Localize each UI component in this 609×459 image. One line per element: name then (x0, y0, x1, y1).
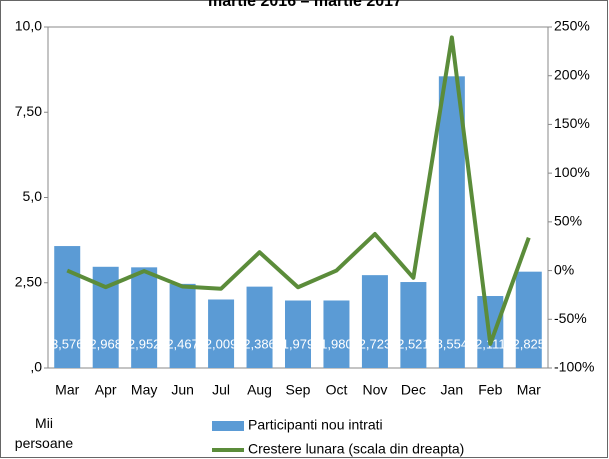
y2-tick-label: 0% (554, 261, 574, 277)
data-label: 2,952 (128, 336, 161, 351)
x-tick-label: Dec (401, 382, 426, 398)
y-tick-label: 2,50 (15, 273, 42, 289)
bar (323, 300, 350, 368)
y-axis-label: Mii persoane (15, 415, 74, 451)
bar (54, 246, 81, 368)
data-label: 3,576 (51, 336, 84, 351)
x-tick-label: Mar (517, 382, 541, 398)
legend-swatch (212, 421, 244, 431)
y2-tick-label: 200% (554, 66, 590, 82)
bar (285, 300, 311, 368)
data-label: 8,554 (436, 336, 469, 351)
x-tick-label: Jan (441, 382, 464, 398)
bar (438, 76, 465, 369)
chart-title: martie 2016 – martie 2017 (208, 0, 402, 10)
x-tick-label: Apr (95, 382, 117, 398)
x-tick-label: Jul (212, 382, 230, 398)
x-tick-label: Jun (171, 382, 194, 398)
x-tick-label: Oct (326, 382, 348, 398)
bar (131, 267, 158, 368)
data-label: 1,979 (282, 336, 315, 351)
bar (246, 286, 273, 368)
data-label: 2,009 (205, 336, 238, 351)
x-tick-label: Nov (362, 382, 387, 398)
data-label: 2,968 (89, 336, 122, 351)
y-tick-label: ,0 (30, 359, 42, 375)
bar (361, 275, 388, 368)
bar (515, 271, 542, 368)
data-label: 1,980 (320, 336, 353, 351)
y2-tick-label: 250% (554, 18, 590, 34)
y2-tick-label: 50% (554, 213, 582, 229)
data-label: 2,825 (512, 336, 545, 351)
data-label: 2,521 (397, 336, 430, 351)
y2-tick-label: 100% (554, 164, 590, 180)
x-tick-label: Sep (286, 382, 311, 398)
legend-label: Crestere lunara (scala din dreapta) (248, 441, 464, 457)
x-tick-label: Feb (478, 382, 502, 398)
y2-tick-label: 150% (554, 115, 590, 131)
bar (400, 282, 427, 368)
y-tick-label: 5,0 (23, 188, 43, 204)
bar (169, 283, 196, 368)
x-tick-label: Mar (55, 382, 79, 398)
y2-tick-label: -100% (554, 359, 594, 375)
x-tick-label: May (131, 382, 157, 398)
x-tick-label: Aug (247, 382, 272, 398)
legend-label: Participanti nou intrati (248, 417, 383, 433)
data-label: 2,467 (166, 336, 199, 351)
y-tick-label: 10,0 (15, 18, 42, 34)
data-label: 2,723 (359, 336, 392, 351)
y2-tick-label: -50% (554, 310, 587, 326)
bar (208, 299, 235, 368)
data-label: 2,386 (243, 336, 276, 351)
y-tick-label: 7,50 (15, 103, 42, 119)
line (66, 35, 531, 346)
